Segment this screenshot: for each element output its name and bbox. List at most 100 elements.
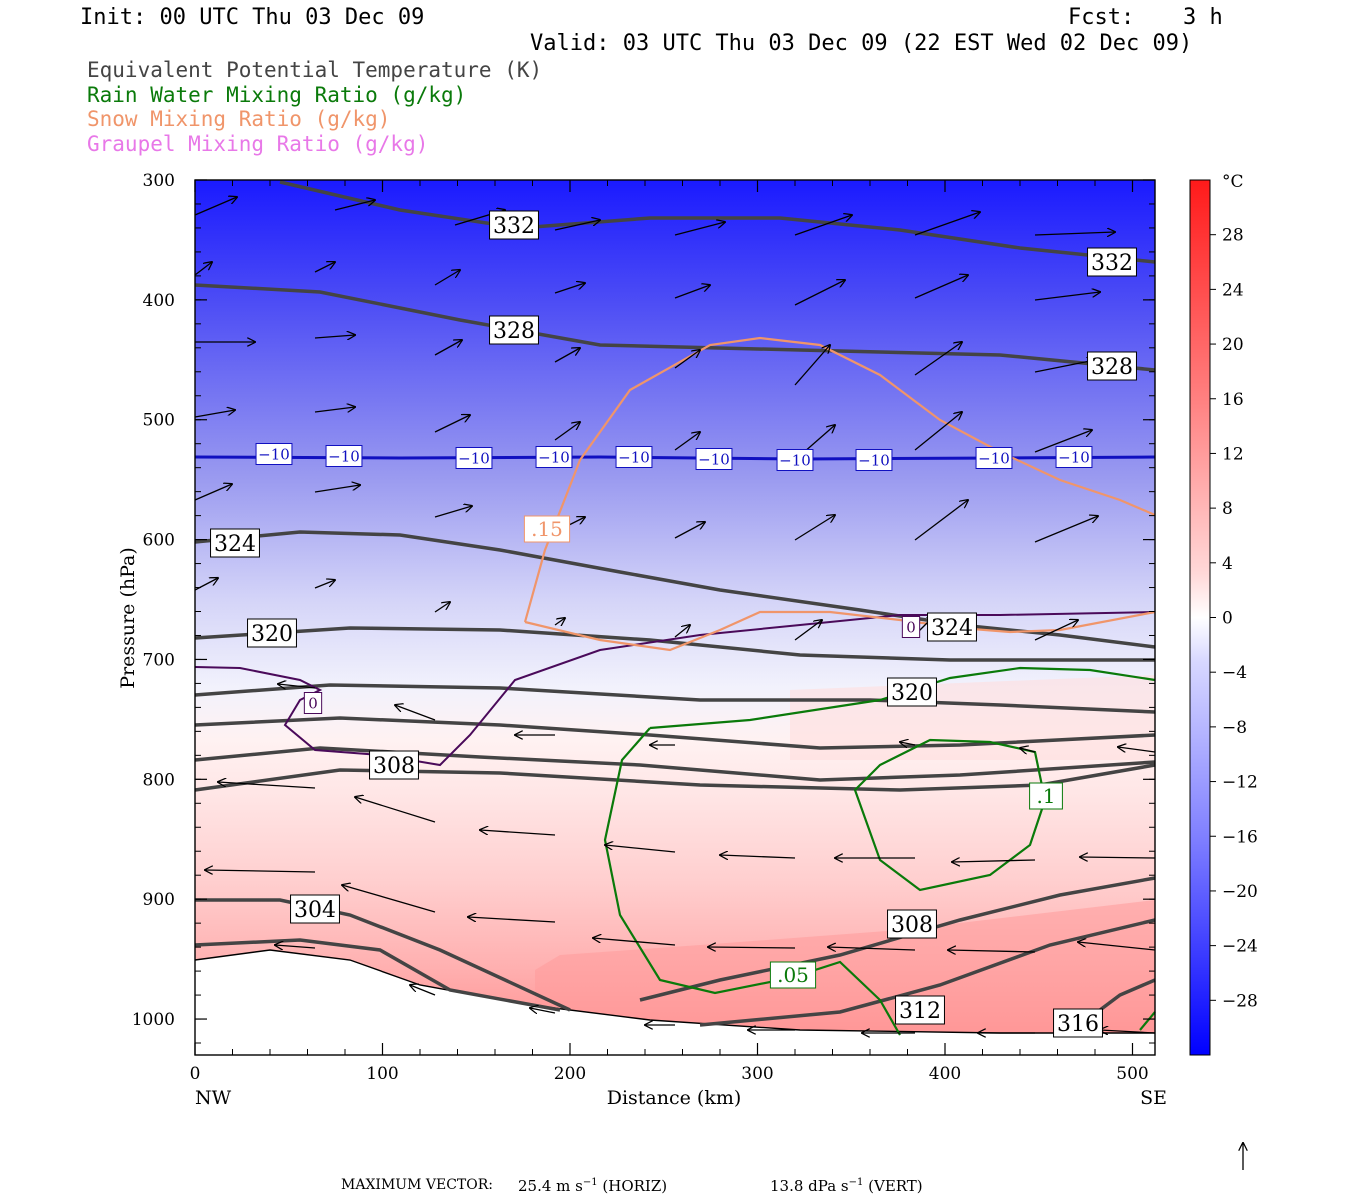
isotherm-label: 0 (308, 694, 318, 712)
theta-e-label: 308 (891, 913, 933, 938)
snow-label: .15 (531, 517, 563, 541)
theta-e-label: 304 (294, 898, 336, 923)
wind-vector (410, 985, 436, 996)
cross-section-chart: 332 332 328 328 324 324 320 320 308 308 304 312 316 −… (117, 171, 1258, 1170)
theta-e-label-box (210, 528, 260, 558)
colorbar-tick-label: 16 (1222, 390, 1244, 410)
isotherm-label-box (855, 449, 893, 471)
forecast-label: Fcst: (1068, 5, 1135, 30)
y-tick-label: 700 (143, 650, 175, 670)
wind-vector (593, 938, 676, 946)
wind-vector (194, 197, 237, 216)
x-tick-label: 0 (190, 1064, 201, 1084)
wind-vector (1078, 942, 1156, 951)
y-tick-label: 800 (143, 770, 175, 790)
legend-graupel: Graupel Mixing Ratio (g/kg) (87, 132, 429, 156)
wind-vector (342, 885, 436, 913)
wind-vector (794, 280, 845, 306)
wind-vector (914, 500, 968, 541)
wind-vector (554, 283, 585, 294)
wind-vector (355, 797, 436, 823)
colorbar-tick-label: 28 (1222, 226, 1244, 246)
rain-outer-top (649, 666, 1156, 730)
isotherm-label-box (615, 446, 653, 468)
snow-label-box (523, 515, 571, 543)
wind-vector (554, 422, 580, 441)
wind-vector (468, 917, 556, 923)
isotherm-label-box (325, 445, 363, 467)
wind-vector (218, 782, 316, 789)
theta-e-label-box (1053, 1008, 1103, 1038)
y-tick-label: 400 (143, 291, 175, 311)
theta-e-label-box (489, 315, 539, 345)
y-tick-label: 600 (143, 531, 175, 551)
x-tick-label: 100 (366, 1064, 398, 1084)
x-right-label: SE (1140, 1087, 1167, 1109)
wind-vector (1020, 748, 1036, 752)
isotherm-label: −10 (328, 447, 360, 465)
rain-inner (853, 738, 1047, 892)
theta-e-label-box (927, 612, 977, 642)
rain-contours (603, 666, 1156, 1036)
wind-vector (434, 506, 472, 518)
theta-e-324b (194, 626, 1155, 662)
colorbar-tick-label: −12 (1222, 773, 1258, 793)
theta-e-328 (194, 283, 1156, 372)
isotherm-label: −10 (779, 451, 811, 469)
contour-labels: 332 332 328 328 324 324 320 320 308 308 304 312 316 −… (210, 210, 1137, 1038)
plot-frame (194, 179, 1156, 1056)
wind-vector (674, 222, 725, 236)
wind-vector (914, 342, 962, 376)
isotherm-label-box (1055, 446, 1093, 468)
theta-e-label: 324 (214, 532, 256, 557)
colorbar-tick-label: 12 (1222, 444, 1244, 464)
legend-snow: Snow Mixing Ratio (g/kg) (87, 107, 391, 131)
wind-vector (674, 625, 690, 638)
x-tick-label: 300 (741, 1064, 773, 1084)
colorbar-tick-label: 20 (1222, 335, 1244, 355)
theta-e-316 (194, 716, 1156, 750)
wind-vector (205, 870, 316, 872)
theta-e-label: 312 (899, 999, 941, 1024)
wind-vector (275, 945, 316, 948)
theta-e-label-box (895, 995, 945, 1025)
isotherm-label: −10 (618, 448, 650, 466)
isotherm-label: −10 (258, 445, 290, 463)
wind-vector (914, 212, 980, 236)
isotherm-label-box (255, 443, 293, 465)
theta-e-label: 332 (493, 214, 535, 239)
isotherm-label-box (303, 692, 323, 714)
isotherm-label-box (901, 616, 921, 638)
theta-e-label-box (247, 618, 297, 648)
colorbar-tick-label: 4 (1222, 554, 1233, 574)
wind-vector (900, 742, 916, 745)
rain-label-box (1029, 782, 1063, 810)
theta-e-label-box (887, 909, 937, 939)
theta-e-label-box (369, 750, 419, 780)
theta-e-label: 316 (1057, 1012, 1099, 1037)
colorbar-tick-label: −20 (1222, 882, 1258, 902)
theta-e-label: 328 (1091, 355, 1133, 380)
reference-vector (1123, 1143, 1243, 1170)
y-tick-label: 300 (143, 171, 175, 191)
y-tick-label: 900 (143, 890, 175, 910)
colorbar-tick-label: −8 (1222, 718, 1247, 738)
isotherm-label: −10 (858, 451, 890, 469)
theta-e-312b (699, 918, 1156, 1027)
isotherm-zero (194, 611, 1156, 767)
wind-vector (314, 407, 355, 413)
wind-vector (794, 620, 822, 641)
forecast-hour: 3 h (1183, 5, 1223, 30)
wind-vector (794, 345, 830, 386)
theta-e-324 (194, 530, 1156, 649)
wind-vector (794, 215, 852, 236)
wind-vector (314, 335, 355, 338)
colorbar-tick-label: −16 (1222, 827, 1258, 847)
theta-e-label: 332 (1091, 251, 1133, 276)
isotherm-label: 0 (906, 618, 916, 636)
wind-vector (554, 618, 565, 625)
wind-vector (314, 580, 335, 589)
theta-e-label: 320 (891, 681, 933, 706)
terrain (195, 950, 1155, 1055)
theta-e-label-box (290, 894, 340, 924)
